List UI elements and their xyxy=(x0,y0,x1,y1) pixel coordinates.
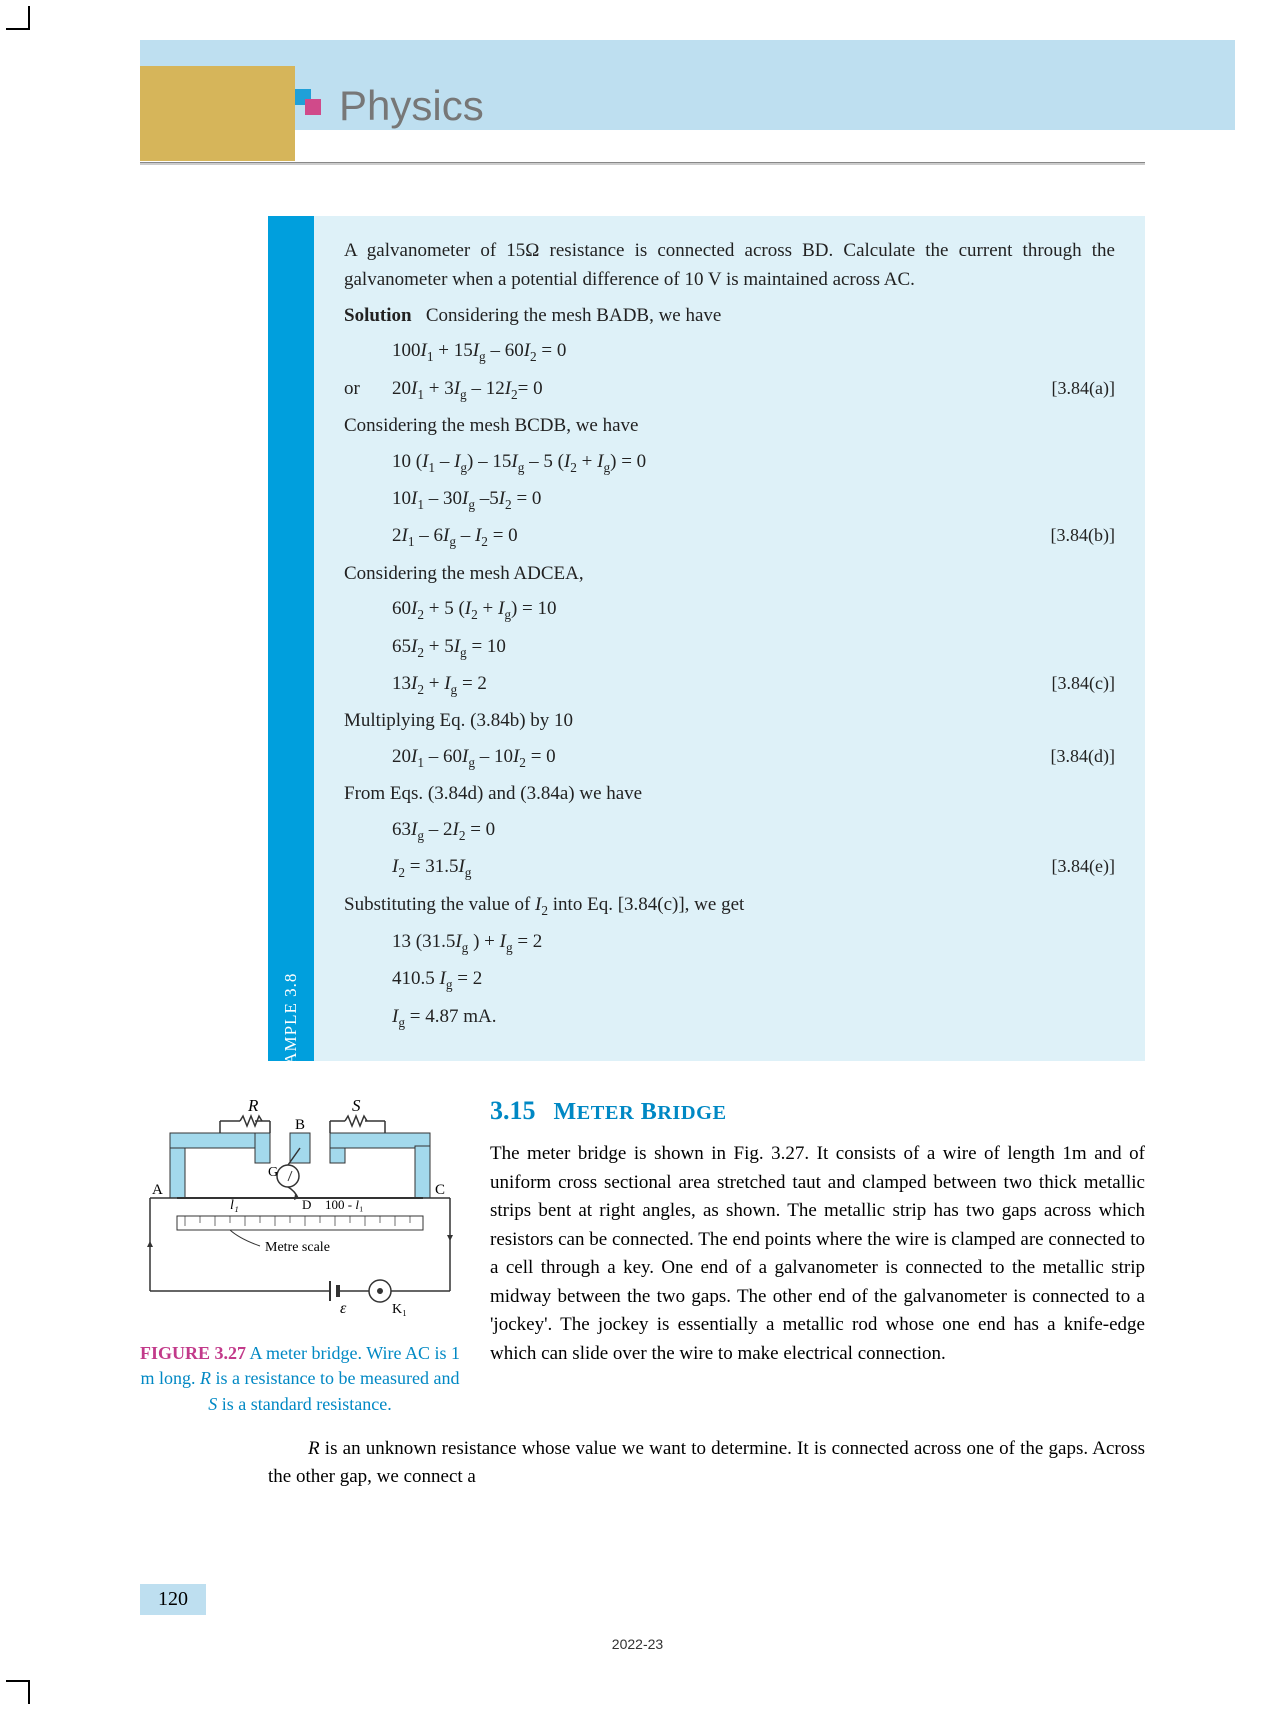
eq-7: 65I2 + 5Ig = 10 xyxy=(344,632,1115,663)
header-row: Physics xyxy=(40,138,1235,161)
footer-year: 2022-23 xyxy=(612,1636,663,1652)
eq-5-row: 2I1 – 6Ig – I2 = 0 [3.84(b)] xyxy=(344,521,1115,552)
section-number: 3.15 xyxy=(490,1096,536,1125)
label-l2: 100 - l₁ xyxy=(325,1197,364,1212)
section-para1: The meter bridge is shown in Fig. 3.27. … xyxy=(490,1140,1145,1368)
section-heading: 3.15 METER BRIDGE xyxy=(490,1091,1145,1130)
eq-tag-a: [3.84(a)] xyxy=(1052,375,1115,403)
crop-mark xyxy=(6,1680,30,1682)
label-G: G xyxy=(268,1165,278,1180)
section-title: METER BRIDGE xyxy=(554,1099,727,1125)
subst-text: Substituting the value of I2 into Eq. [3… xyxy=(344,890,1115,921)
crop-mark xyxy=(28,6,30,30)
label-l1: l₁ xyxy=(230,1198,239,1213)
label-C: C xyxy=(435,1182,445,1198)
para2-lead: R xyxy=(308,1438,320,1459)
mesh2-text: Considering the mesh BCDB, we have xyxy=(344,411,1115,440)
subject-title: Physics xyxy=(339,82,484,130)
label-D: D xyxy=(302,1197,311,1212)
logo-icon xyxy=(295,89,329,123)
section-para2: R is an unknown resistance whose value w… xyxy=(268,1435,1145,1492)
eq-2-row: or20I1 + 3Ig – 12I2= 0 [3.84(a)] xyxy=(344,374,1115,405)
eq-4: 10I1 – 30Ig –5I2 = 0 xyxy=(344,484,1115,515)
crop-mark xyxy=(6,28,30,30)
eq-11-row: I2 = 31.5Ig [3.84(e)] xyxy=(344,852,1115,883)
eq-14: Ig = 4.87 mA. xyxy=(344,1002,1115,1033)
eq-3: 10 (I1 – Ig) – 15Ig – 5 (I2 + Ig) = 0 xyxy=(344,447,1115,478)
solution-intro: Considering the mesh BADB, we have xyxy=(426,305,722,326)
eq-8-row: 13I2 + Ig = 2 [3.84(c)] xyxy=(344,669,1115,700)
label-eps: ε xyxy=(340,1300,347,1317)
eq-12: 13 (31.5Ig ) + Ig = 2 xyxy=(344,927,1115,958)
eq-6: 60I2 + 5 (I2 + Ig) = 10 xyxy=(344,594,1115,625)
eq-tag-c: [3.84(c)] xyxy=(1052,670,1115,698)
example-body: A galvanometer of 15Ω resistance is conn… xyxy=(314,216,1145,1061)
page: Physics © NCERT not to be republished EX… xyxy=(40,40,1235,1670)
solution-label: Solution xyxy=(344,305,412,326)
label-metre-scale: Metre scale xyxy=(265,1240,330,1255)
label-S: S xyxy=(352,1096,361,1115)
eq-tag-e: [3.84(e)] xyxy=(1052,853,1115,881)
section-text: 3.15 METER BRIDGE The meter bridge is sh… xyxy=(490,1091,1145,1417)
header-rule xyxy=(140,162,1145,165)
page-number: 120 xyxy=(140,1584,206,1615)
eq-tag-b: [3.84(b)] xyxy=(1051,522,1115,550)
crop-mark xyxy=(28,1680,30,1704)
example-tab: EXAMPLE 3.8 xyxy=(268,216,314,1061)
meter-bridge-figure: R S B A C G D l₁ 100 - l₁ Metre scale ε … xyxy=(140,1091,460,1331)
mesh3-text: Considering the mesh ADCEA, xyxy=(344,559,1115,588)
label-B: B xyxy=(295,1117,305,1133)
problem-text: A galvanometer of 15Ω resistance is conn… xyxy=(344,236,1115,295)
label-A: A xyxy=(152,1182,163,1198)
example-tab-label: EXAMPLE 3.8 xyxy=(281,973,301,1090)
from-text: From Eqs. (3.84d) and (3.84a) we have xyxy=(344,779,1115,808)
figure-caption: FIGURE 3.27 A meter bridge. Wire AC is 1… xyxy=(140,1341,460,1417)
chapter-color-box xyxy=(140,66,295,161)
example-box: EXAMPLE 3.8 A galvanometer of 15Ω resist… xyxy=(268,216,1145,1061)
label-R: R xyxy=(247,1096,259,1115)
label-K1: K₁ xyxy=(392,1302,407,1317)
eq-13: 410.5 Ig = 2 xyxy=(344,964,1115,995)
eq-10: 63Ig – 2I2 = 0 xyxy=(344,815,1115,846)
eq-1: 100I1 + 15Ig – 60I2 = 0 xyxy=(344,336,1115,367)
figure-label: FIGURE 3.27 xyxy=(140,1343,246,1363)
title-wrap: Physics xyxy=(295,82,484,130)
section-row: R S B A C G D l₁ 100 - l₁ Metre scale ε … xyxy=(140,1091,1145,1417)
eq-tag-d: [3.84(d)] xyxy=(1051,743,1115,771)
eq2-prefix: or xyxy=(344,374,392,403)
figure-column: R S B A C G D l₁ 100 - l₁ Metre scale ε … xyxy=(140,1091,460,1417)
solution-line: Solution Considering the mesh BADB, we h… xyxy=(344,301,1115,330)
eq-9-row: 20I1 – 60Ig – 10I2 = 0 [3.84(d)] xyxy=(344,742,1115,773)
mult-text: Multiplying Eq. (3.84b) by 10 xyxy=(344,706,1115,735)
para2-body: is an unknown resistance whose value we … xyxy=(268,1438,1145,1488)
